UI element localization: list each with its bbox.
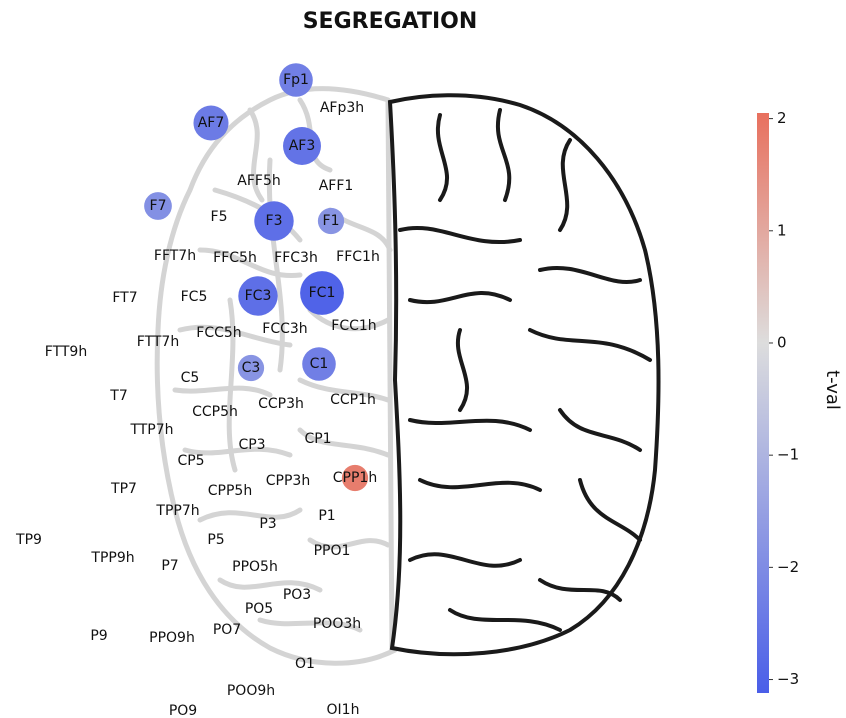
colorbar-tick-label: −2 <box>777 558 799 576</box>
electrode-label: FCC1h <box>331 318 376 334</box>
electrode-label: CP1 <box>304 431 331 447</box>
electrode-label: TTP7h <box>129 422 173 438</box>
electrode-label: Fp1 <box>283 72 309 88</box>
electrode-label: AF3 <box>289 138 316 154</box>
electrode-label: P7 <box>161 558 178 574</box>
colorbar-label: t-val <box>822 370 843 410</box>
electrode-label: OI1h <box>327 702 360 718</box>
electrode-label: FCC3h <box>262 321 307 337</box>
electrode-label: C1 <box>310 356 329 372</box>
electrode-label: C5 <box>181 370 200 386</box>
electrode-marker <box>283 127 321 165</box>
colorbar-tick-label: 1 <box>777 221 787 239</box>
electrode-label: TPP9h <box>90 550 134 566</box>
electrode-label: FFT7h <box>154 248 196 264</box>
electrode-label: P1 <box>318 508 335 524</box>
electrode-label: AFF5h <box>237 173 280 189</box>
electrode-marker <box>302 347 336 381</box>
electrode-label: F5 <box>211 209 228 225</box>
electrode-label: CPP5h <box>208 483 252 499</box>
electrode-label: P5 <box>207 532 224 548</box>
colorbar-tick-label: 2 <box>777 109 787 127</box>
right-hemisphere <box>387 93 661 657</box>
electrode-label: TP7 <box>110 481 137 497</box>
electrode-label: AFp3h <box>320 100 364 116</box>
electrode-label: FTT9h <box>45 344 87 360</box>
left-hemisphere <box>154 86 398 666</box>
electrode-label: FC3 <box>245 288 272 304</box>
electrode-label: CCP5h <box>192 404 238 420</box>
electrode-label: P9 <box>90 628 107 644</box>
electrode-label: FC5 <box>181 289 208 305</box>
electrode-label: C3 <box>242 360 261 376</box>
electrode-label: POO9h <box>227 683 275 699</box>
electrode-label: TPP7h <box>155 503 199 519</box>
electrode-label: POO3h <box>313 616 361 632</box>
electrode-label: PPO1 <box>314 543 351 559</box>
electrode-label: T7 <box>109 388 127 404</box>
electrode-marker <box>317 207 345 235</box>
electrode-label: P3 <box>259 516 276 532</box>
electrode-marker <box>279 63 313 97</box>
electrode-marker <box>300 271 344 315</box>
electrode-label: FC1 <box>309 285 336 301</box>
electrode-marker <box>254 201 294 241</box>
electrode-label: FFC1h <box>336 249 380 265</box>
colorbar-tick-label: −1 <box>777 446 799 464</box>
electrode-label: PO7 <box>213 622 241 638</box>
electrode-label: FTT7h <box>137 334 179 350</box>
electrode-label: AFF1 <box>319 178 354 194</box>
electrode-label: AF7 <box>198 115 225 131</box>
electrode-label: FFC5h <box>213 250 257 266</box>
electrode-label: F1 <box>323 213 340 229</box>
electrode-label: F3 <box>266 213 283 229</box>
electrode-label: O1 <box>295 656 315 672</box>
electrode-label: CP3 <box>238 437 265 453</box>
electrode-label: FT7 <box>112 290 137 306</box>
electrode-label: FCC5h <box>196 325 241 341</box>
electrode-label: F7 <box>150 198 167 214</box>
electrode-label: PO9 <box>169 703 197 718</box>
electrode-label: PPO9h <box>149 630 195 646</box>
electrode-marker <box>193 105 229 141</box>
electrode-label: PPO5h <box>232 559 278 575</box>
electrode-label: PO5 <box>245 601 273 617</box>
electrode-label: CP5 <box>177 453 204 469</box>
electrode-label: TP9 <box>15 532 42 548</box>
electrode-label: CPP1h <box>333 470 377 486</box>
colorbar-tick-label: 0 <box>777 333 787 351</box>
electrode-marker <box>237 354 265 382</box>
colorbar-tick-label: −3 <box>777 670 799 688</box>
electrode-label: CCP1h <box>330 392 376 408</box>
electrode-marker <box>238 276 278 316</box>
chart-title: SEGREGATION <box>303 9 478 34</box>
electrode-marker <box>144 192 172 220</box>
electrode-label: CCP3h <box>258 396 304 412</box>
electrode-label: PO3 <box>283 587 311 603</box>
electrode-marker <box>341 464 369 492</box>
electrode-label: CPP3h <box>266 473 310 489</box>
electrode-label: FFC3h <box>274 250 318 266</box>
colorbar <box>757 113 769 693</box>
